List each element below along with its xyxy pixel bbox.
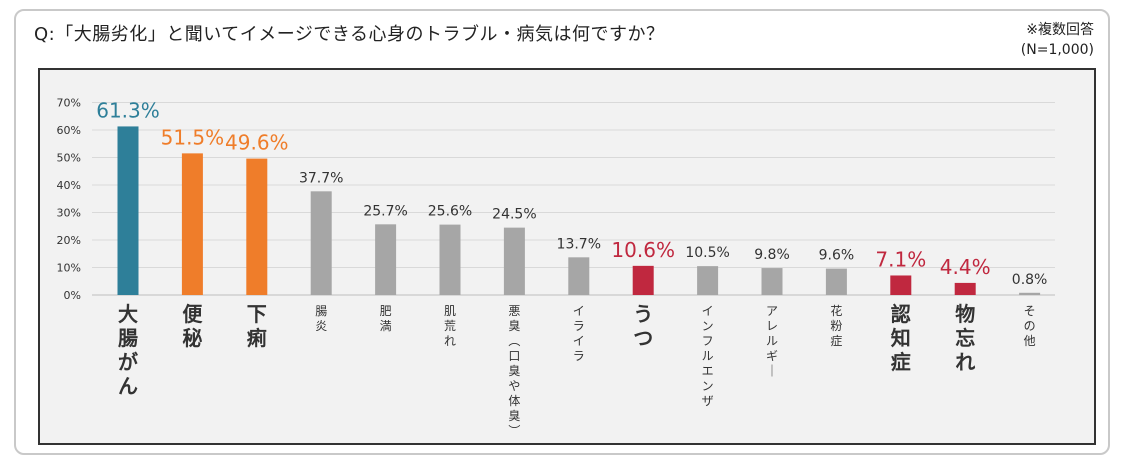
value-label: 7.1% — [875, 247, 926, 271]
value-label: 25.6% — [428, 204, 472, 220]
category-label: うつ — [633, 302, 653, 350]
bar-4 — [310, 191, 332, 295]
category-label: 物忘れ — [955, 302, 975, 374]
value-label: 10.6% — [611, 238, 675, 262]
note-multiple-answer: ※複数回答 — [1026, 22, 1094, 38]
value-label: 49.6% — [225, 131, 289, 155]
value-label: 13.7% — [557, 236, 601, 252]
category-label: イライラ — [573, 304, 585, 363]
value-label: 24.5% — [492, 207, 536, 223]
bar-5 — [375, 224, 397, 295]
bar-14 — [954, 282, 976, 295]
category-label: 腸炎 — [315, 304, 327, 333]
note-sample-size: (N=1,000) — [1020, 42, 1094, 58]
bar-9 — [632, 265, 654, 295]
category-label: その他 — [1024, 304, 1036, 348]
bar-12 — [825, 268, 847, 295]
category-label: 肥満 — [380, 304, 392, 333]
category-label: 下痢 — [247, 302, 267, 350]
bar-15 — [1019, 292, 1041, 295]
category-label: 悪臭︵口臭や体臭︶ — [508, 304, 520, 438]
y-tick-label: 70% — [57, 97, 81, 110]
category-label: 肌荒れ — [444, 304, 456, 348]
value-label: 0.8% — [1012, 272, 1048, 288]
value-label: 51.5% — [161, 125, 225, 149]
value-label: 9.6% — [819, 248, 855, 264]
category-label: インフルエンザ — [702, 304, 714, 408]
y-tick-label: 20% — [57, 234, 81, 247]
y-tick-label: 40% — [57, 179, 81, 192]
value-label: 10.5% — [685, 245, 729, 261]
category-label: 大腸がん — [118, 302, 138, 398]
response-note: ※複数回答 (N=1,000) — [1021, 20, 1094, 60]
question-title: Q:「大腸劣化」と聞いてイメージできる心身のトラブル・病気は何ですか？ — [34, 24, 665, 45]
y-tick-label: 50% — [57, 152, 81, 165]
y-tick-label: 0% — [64, 289, 81, 302]
bar-8 — [568, 257, 590, 295]
bar-3 — [246, 158, 268, 295]
y-tick-label: 60% — [57, 124, 81, 137]
category-label: 便秘 — [182, 302, 203, 350]
bar-11 — [761, 268, 783, 295]
plot-area — [38, 68, 1096, 445]
category-label: 花粉症 — [830, 303, 842, 348]
bar-7 — [503, 227, 525, 295]
y-tick-label: 10% — [57, 262, 81, 275]
category-label: アレルギ｜ — [766, 304, 778, 378]
bar-2 — [181, 153, 203, 295]
value-label: 25.7% — [363, 203, 407, 219]
bar-1 — [117, 126, 139, 295]
category-label: 認知症 — [891, 302, 911, 374]
value-label: 37.7% — [299, 170, 343, 186]
y-tick-label: 30% — [57, 207, 81, 220]
bar-10 — [697, 266, 719, 295]
bar-6 — [439, 224, 461, 295]
bar-13 — [890, 275, 912, 295]
value-label: 9.8% — [754, 247, 790, 263]
value-label: 61.3% — [96, 98, 160, 122]
value-label: 4.4% — [940, 255, 991, 279]
